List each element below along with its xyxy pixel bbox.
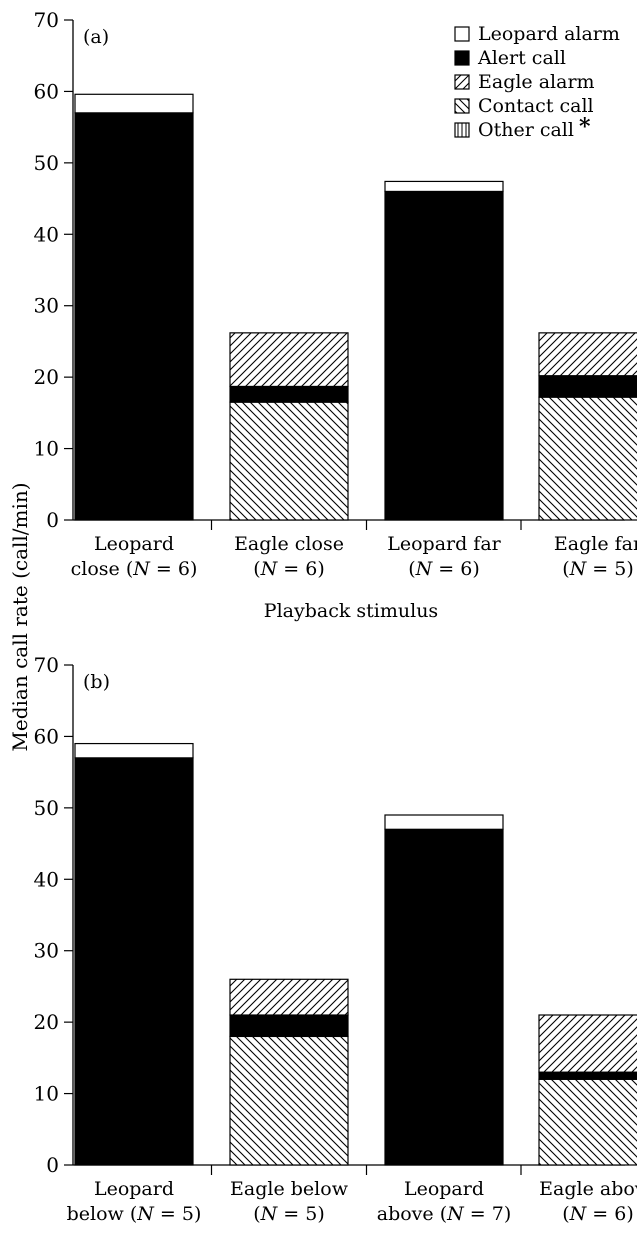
x-tick-label: (N = 5) <box>253 1203 325 1225</box>
y-tick-label: 40 <box>34 222 59 246</box>
panel-label: (b) <box>83 671 110 693</box>
x-tick-label: Leopard <box>94 1178 174 1200</box>
legend-label: Leopard alarm <box>478 23 620 45</box>
y-tick-label: 0 <box>46 508 59 532</box>
bar-segment <box>384 180 504 193</box>
bar-segment <box>74 757 194 1166</box>
bar-segment <box>538 375 637 398</box>
x-tick-label: above (N = 7) <box>377 1203 511 1225</box>
x-tick-label: (N = 6) <box>562 1203 634 1225</box>
y-tick-label: 20 <box>34 1010 59 1034</box>
y-tick-label: 60 <box>34 724 59 748</box>
x-tick-label: Leopard far <box>387 533 501 555</box>
legend-label: Contact call <box>478 95 594 117</box>
y-tick-label: 30 <box>34 294 59 318</box>
bar-segment <box>538 1014 637 1073</box>
bar-segment <box>538 1078 637 1166</box>
y-tick-label: 30 <box>34 939 59 963</box>
y-tick-label: 70 <box>34 653 59 677</box>
bar-segment <box>384 190 504 521</box>
bar-segment <box>229 1014 349 1038</box>
y-tick-label: 50 <box>34 796 59 820</box>
bar-segment <box>538 396 637 521</box>
legend-label: Other call <box>478 119 574 141</box>
bar-segment <box>229 978 349 1016</box>
y-tick-label: 10 <box>34 1082 59 1106</box>
y-tick-label: 20 <box>34 365 59 389</box>
bar-segment <box>229 385 349 403</box>
legend-swatch <box>454 98 470 114</box>
bar-segment <box>74 742 194 759</box>
legend-swatch <box>454 122 470 138</box>
bar-segment <box>229 1035 349 1166</box>
bar-segment <box>74 112 194 521</box>
x-tick-label: Leopard <box>404 1178 484 1200</box>
bar-segment <box>229 332 349 388</box>
y-tick-label: 50 <box>34 151 59 175</box>
y-tick-label: 60 <box>34 79 59 103</box>
y-tick-label: 0 <box>46 1153 59 1177</box>
x-tick-label: (N = 6) <box>253 558 325 580</box>
x-tick-label: close (N = 6) <box>71 558 198 580</box>
x-tick-label: Eagle far <box>554 533 637 555</box>
y-tick-label: 70 <box>34 8 59 32</box>
y-tick-label: 40 <box>34 867 59 891</box>
x-axis-label: Playback stimulus <box>264 600 438 622</box>
legend-swatch <box>454 74 470 90</box>
bar-segment <box>384 814 504 830</box>
bar-segment <box>538 332 637 377</box>
x-tick-label: Eagle close <box>234 533 344 555</box>
legend-swatch <box>454 26 470 42</box>
x-tick-label: (N = 6) <box>408 558 480 580</box>
x-tick-label: below (N = 5) <box>67 1203 202 1225</box>
y-tick-label: 10 <box>34 437 59 461</box>
y-axis-label: Median call rate (call/min) <box>8 482 32 751</box>
x-tick-label: Eagle below <box>230 1178 349 1200</box>
bar-segment <box>384 828 504 1166</box>
x-tick-label: Leopard <box>94 533 174 555</box>
bar-segment <box>538 1071 637 1080</box>
legend-swatch <box>454 50 470 66</box>
legend-asterisk: * <box>579 114 591 140</box>
bar-segment <box>74 93 194 114</box>
panel-label: (a) <box>83 26 109 48</box>
legend-label: Eagle alarm <box>478 71 595 93</box>
panel-a: 0 10 20 30 40 50 60 70 (a) Leopard close (N = 6) Ea… <box>34 8 637 622</box>
panel-b: 0 10 20 30 40 50 60 70 (b) Leopard below (N = 5) Ea… <box>34 653 637 1225</box>
bar-segment <box>229 401 349 521</box>
x-tick-label: Eagle above <box>539 1178 637 1200</box>
legend-label: Alert call <box>477 47 566 69</box>
x-tick-label: (N = 5) <box>562 558 634 580</box>
